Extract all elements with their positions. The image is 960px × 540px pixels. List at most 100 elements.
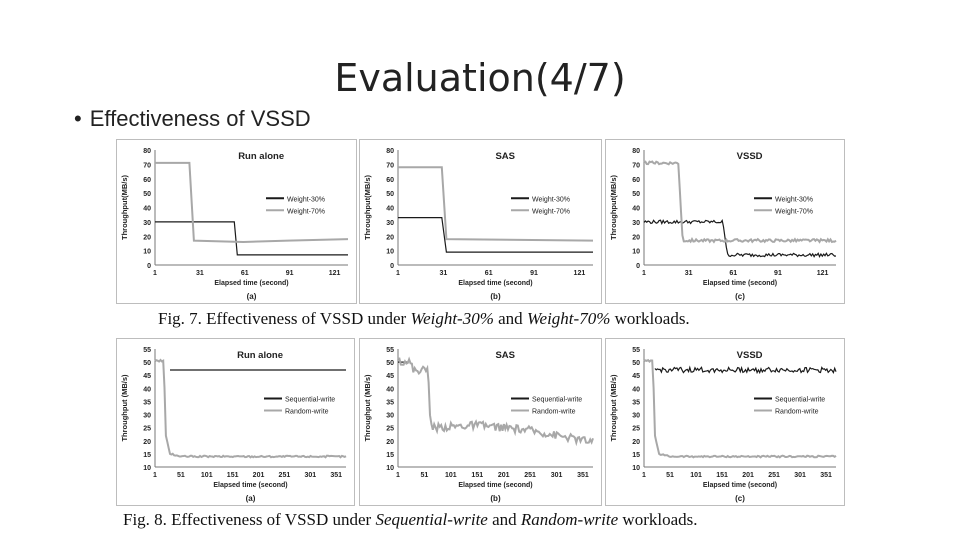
x-tick-label: 251 xyxy=(768,472,780,479)
fig7-caption-suffix: workloads. xyxy=(610,309,690,328)
x-tick-label: 201 xyxy=(498,472,510,479)
y-axis-label: Throughput (MB/s) xyxy=(120,374,129,442)
bullet-label: Effectiveness of VSSD xyxy=(89,106,311,131)
legend-label: Random-write xyxy=(285,409,329,416)
fig7-panel-a: 0 10 20 30 40 50 60 70 80 1 31 61 91 121 Elapsed time … xyxy=(116,139,357,304)
y-tick-label: 50 xyxy=(632,191,640,198)
y-tick-label: 70 xyxy=(632,162,640,169)
y-tick-label: 0 xyxy=(147,263,151,270)
x-tick-label: 1 xyxy=(642,270,646,277)
x-tick-label: 91 xyxy=(286,270,294,277)
x-tick-label: 101 xyxy=(201,472,213,479)
panel-sublabel: (c) xyxy=(735,292,745,301)
y-tick-label: 30 xyxy=(632,413,640,420)
x-tick-label: 301 xyxy=(551,472,563,479)
legend-label: Sequential-write xyxy=(532,397,582,404)
legend-label: Sequential-write xyxy=(775,397,825,404)
x-axis-label: Elapsed time (second) xyxy=(213,482,287,489)
x-tick-label: 91 xyxy=(774,270,782,277)
panel-title: VSSD xyxy=(737,151,763,162)
x-tick-label: 51 xyxy=(177,472,185,479)
fig7-caption-b: Weight-70% xyxy=(526,309,611,328)
y-tick-label: 40 xyxy=(632,386,640,393)
x-tick-label: 201 xyxy=(742,472,754,479)
y-tick-label: 70 xyxy=(386,162,394,169)
y-tick-label: 40 xyxy=(143,386,151,393)
y-tick-label: 45 xyxy=(632,373,640,380)
y-tick-label: 10 xyxy=(632,249,640,256)
x-tick-label: 91 xyxy=(530,270,538,277)
y-tick-label: 15 xyxy=(143,452,151,459)
series-line-light xyxy=(643,358,837,459)
y-tick-label: 20 xyxy=(632,234,640,241)
series-line-light xyxy=(397,356,594,447)
x-tick-label: 301 xyxy=(794,472,806,479)
fig7-caption-mid: and xyxy=(493,309,527,328)
legend-label: Weight-70% xyxy=(287,208,325,215)
series-line-light xyxy=(154,358,347,459)
legend-label: Weight-30% xyxy=(775,196,813,203)
panel-title: Run alone xyxy=(237,350,283,361)
fig7-chart-a: 0 10 20 30 40 50 60 70 80 1 31 61 91 121 Elapsed time … xyxy=(120,148,349,301)
y-tick-label: 55 xyxy=(386,347,394,354)
fig8-caption-suffix: workloads. xyxy=(618,510,698,529)
x-tick-label: 1 xyxy=(396,270,400,277)
y-tick-label: 50 xyxy=(143,360,151,367)
fig8-panel-a: 10 15 20 25 30 35 40 45 50 55 1 51 101 151 201 251 301 35… xyxy=(116,338,355,506)
x-tick-label: 31 xyxy=(685,270,693,277)
x-tick-label: 121 xyxy=(817,270,829,277)
x-tick-label: 301 xyxy=(304,472,316,479)
y-tick-label: 10 xyxy=(386,465,394,472)
series-line-dark xyxy=(643,219,837,259)
y-tick-label: 30 xyxy=(632,220,640,227)
y-tick-label: 30 xyxy=(386,413,394,420)
panel-title: VSSD xyxy=(737,350,763,361)
x-tick-label: 1 xyxy=(642,472,646,479)
y-tick-label: 35 xyxy=(143,399,151,406)
x-tick-label: 121 xyxy=(574,270,586,277)
bullet-dot: • xyxy=(74,106,82,131)
legend-label: Weight-70% xyxy=(775,208,813,215)
y-tick-label: 40 xyxy=(386,206,394,213)
y-axis-label: Throughput (MB/s) xyxy=(363,374,372,442)
panel-sublabel: (b) xyxy=(490,494,501,503)
y-tick-label: 80 xyxy=(386,148,394,155)
legend-label: Weight-70% xyxy=(532,208,570,215)
y-tick-label: 25 xyxy=(143,426,151,433)
y-tick-label: 10 xyxy=(143,465,151,472)
y-axis-label: Throughput(MB/s) xyxy=(363,175,372,240)
x-tick-label: 1 xyxy=(153,472,157,479)
x-axis-label: Elapsed time (second) xyxy=(703,280,777,287)
fig7-caption-a: Weight-30% xyxy=(410,309,494,328)
legend-label: Weight-30% xyxy=(532,196,570,203)
y-tick-label: 10 xyxy=(143,249,151,256)
fig7-chart-b: 0 10 20 30 40 50 60 70 80 1 31 61 91 121 Elapsed time … xyxy=(363,148,594,301)
panel-title: SAS xyxy=(495,151,515,162)
panel-sublabel: (b) xyxy=(490,292,501,301)
legend-label: Sequential-write xyxy=(285,397,335,404)
y-tick-label: 40 xyxy=(386,386,394,393)
fig8-caption-b: Random-write xyxy=(520,510,619,529)
series-line-dark xyxy=(654,365,837,375)
x-tick-label: 61 xyxy=(729,270,737,277)
series-line-light xyxy=(643,160,837,244)
y-tick-label: 50 xyxy=(143,191,151,198)
x-axis-label: Elapsed time (second) xyxy=(458,482,532,489)
fig8-panel-c: 10 15 20 25 30 35 40 45 50 55 1 51 101 151 201 251 301 35… xyxy=(605,338,845,506)
fig7-caption: Fig. 7. Effectiveness of VSSD under Weig… xyxy=(158,309,690,329)
y-tick-label: 35 xyxy=(386,399,394,406)
y-tick-label: 25 xyxy=(632,426,640,433)
y-tick-label: 35 xyxy=(632,399,640,406)
fig7-chart-c: 0 10 20 30 40 50 60 70 80 1 31 61 91 121 Elapsed time … xyxy=(609,148,837,301)
x-tick-label: 51 xyxy=(421,472,429,479)
legend-label: Random-write xyxy=(775,409,819,416)
y-tick-label: 20 xyxy=(386,234,394,241)
fig7-panel-b: 0 10 20 30 40 50 60 70 80 1 31 61 91 121 Elapsed time … xyxy=(359,139,602,304)
series-line-dark xyxy=(398,216,593,253)
x-axis-label: Elapsed time (second) xyxy=(214,280,288,287)
bullet-text: • Effectiveness of VSSD xyxy=(74,106,311,132)
x-tick-label: 31 xyxy=(196,270,204,277)
y-tick-label: 0 xyxy=(636,263,640,270)
